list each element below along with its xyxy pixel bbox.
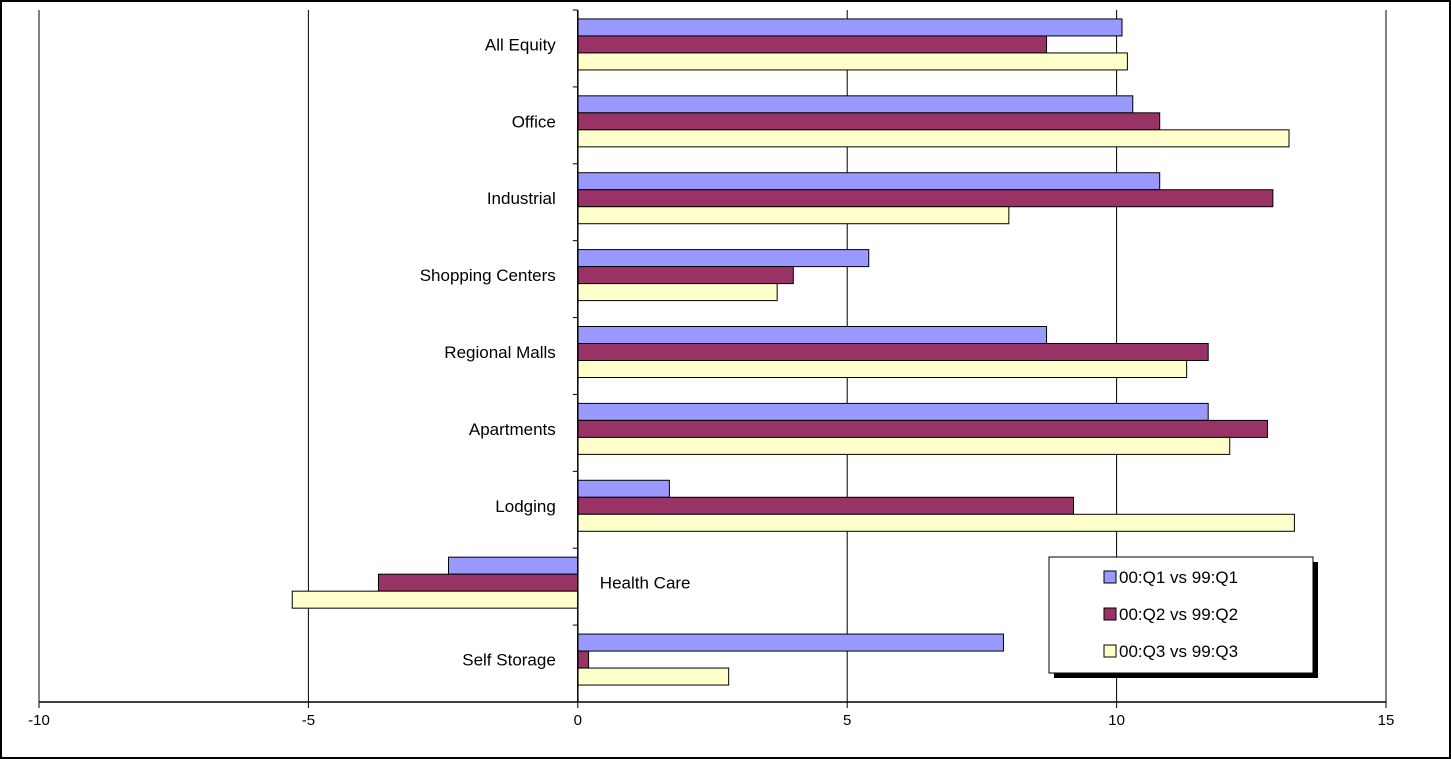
category-label: Health Care bbox=[600, 574, 691, 593]
x-tick-label: -10 bbox=[28, 712, 50, 729]
bars bbox=[291, 18, 1295, 686]
bar-1 bbox=[577, 18, 1123, 37]
category-label: Industrial bbox=[487, 189, 556, 208]
bar-2 bbox=[577, 343, 1209, 361]
legend-label: 00:Q3 vs 99:Q3 bbox=[1119, 642, 1238, 661]
category-label: All Equity bbox=[485, 35, 556, 54]
legend-swatch bbox=[1103, 644, 1117, 658]
category-label: Shopping Centers bbox=[420, 266, 556, 285]
category-label: Self Storage bbox=[462, 651, 556, 670]
x-tick-label: 5 bbox=[843, 712, 851, 729]
bar-2 bbox=[577, 112, 1161, 131]
category-labels: All Equity Office Industrial Shopping Cente… bbox=[420, 35, 691, 669]
bar-3 bbox=[577, 360, 1188, 378]
x-tick-label: 10 bbox=[1108, 712, 1125, 729]
bar-1 bbox=[577, 326, 1048, 344]
bar-1 bbox=[447, 556, 579, 575]
legend: 00:Q1 vs 99:Q1 00:Q2 vs 99:Q2 00:Q3 vs 99:… bbox=[1048, 556, 1318, 678]
bar-3 bbox=[577, 52, 1128, 71]
category-label: Regional Malls bbox=[444, 343, 556, 362]
bar-1 bbox=[577, 249, 870, 268]
category-label: Office bbox=[512, 112, 556, 131]
category-label: Apartments bbox=[469, 420, 556, 439]
bar-3 bbox=[577, 129, 1290, 148]
x-tick-label: -5 bbox=[302, 712, 315, 729]
x-tick-label: 0 bbox=[574, 712, 582, 729]
bar-2 bbox=[377, 573, 579, 592]
bar-2 bbox=[577, 189, 1274, 208]
bar-2 bbox=[577, 496, 1074, 515]
legend-label: 00:Q2 vs 99:Q2 bbox=[1119, 605, 1238, 624]
bar-2 bbox=[577, 35, 1048, 54]
legend-box bbox=[1048, 556, 1314, 674]
x-tick-labels: -10 -5 0 5 10 15 bbox=[28, 712, 1394, 729]
bar-1 bbox=[577, 633, 1004, 652]
bar-3 bbox=[577, 283, 778, 302]
bar-2 bbox=[577, 650, 590, 669]
bar-3 bbox=[577, 513, 1295, 532]
axes bbox=[38, 9, 1387, 708]
bar-2 bbox=[577, 266, 794, 285]
bar-3 bbox=[577, 436, 1231, 455]
legend-swatch bbox=[1103, 570, 1117, 584]
bar-1 bbox=[577, 172, 1161, 191]
bar-3 bbox=[577, 667, 730, 686]
category-label: Lodging bbox=[495, 497, 556, 516]
bar-1 bbox=[577, 479, 670, 498]
bar-3 bbox=[577, 206, 1010, 225]
x-tick-label: 15 bbox=[1378, 712, 1395, 729]
legend-label: 00:Q1 vs 99:Q1 bbox=[1119, 568, 1238, 587]
bar-2 bbox=[577, 419, 1268, 438]
legend-swatch bbox=[1103, 607, 1117, 621]
bar-3 bbox=[291, 590, 579, 609]
bar-1 bbox=[577, 402, 1209, 421]
bar-1 bbox=[577, 95, 1134, 114]
